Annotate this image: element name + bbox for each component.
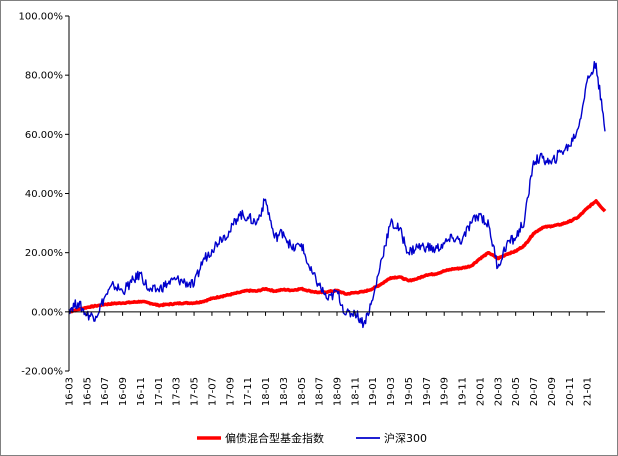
x-tick-label: 19-05	[404, 377, 415, 406]
y-tick-label: 80.00%	[25, 71, 63, 82]
y-tick-label: -20.00%	[21, 367, 63, 378]
series-line-1	[68, 61, 606, 329]
x-tick-label: 18-09	[333, 377, 344, 406]
x-tick-label: 21-01	[583, 377, 594, 406]
plot-lines	[68, 61, 607, 329]
x-tick-label: 20-03	[493, 377, 504, 406]
y-tick-label: 20.00%	[25, 248, 63, 259]
x-tick-label: 16-11	[136, 377, 147, 406]
x-tick-label: 19-09	[440, 377, 451, 406]
y-tick-label: 60.00%	[25, 130, 63, 141]
x-tick-label: 20-01	[475, 377, 486, 406]
x-tick-label: 17-11	[243, 377, 254, 406]
x-tick-label: 17-01	[154, 377, 165, 406]
x-tick-label: 17-07	[207, 377, 218, 406]
y-ticks: -20.00% 0.00% 20.00% 40.00% 60.00% 80.00% 100.…	[19, 12, 69, 378]
x-tick-label: 19-01	[368, 377, 379, 406]
y-tick-label: 100.00%	[19, 12, 64, 23]
y-tick-label: 0.00%	[31, 307, 63, 318]
x-tick-label: 18-07	[315, 377, 326, 406]
x-tick-label: 18-05	[297, 377, 308, 406]
y-tick-label: 40.00%	[25, 189, 63, 200]
axes	[68, 16, 605, 371]
x-tick-label: 19-07	[422, 377, 433, 406]
x-tick-label: 19-11	[458, 377, 469, 406]
x-tick-label: 16-03	[65, 377, 76, 406]
x-tick-label: 18-11	[350, 377, 361, 406]
x-tick-label: 16-09	[118, 377, 129, 406]
legend-label-0: 偏债混合型基金指数	[225, 431, 324, 445]
x-tick-label: 16-07	[100, 377, 111, 406]
x-tick-label: 20-09	[547, 377, 558, 406]
x-tick-label: 17-05	[190, 377, 201, 406]
x-tick-label: 17-09	[225, 377, 236, 406]
legend-label-1: 沪深300	[384, 431, 427, 445]
x-tick-label: 18-03	[279, 377, 290, 406]
legend: 偏债混合型基金指数 沪深300	[197, 431, 427, 445]
x-tick-label: 16-05	[82, 377, 93, 406]
x-tick-label: 20-05	[511, 377, 522, 406]
x-tick-label: 19-03	[386, 377, 397, 406]
x-tick-label: 20-11	[565, 377, 576, 406]
x-tick-label: 18-01	[261, 377, 272, 406]
x-ticks: 16-03 16-05 16-07 16-09 16-11 17-01 17-03 17-05…	[65, 311, 594, 406]
x-tick-label: 17-03	[172, 377, 183, 406]
x-tick-label: 20-07	[529, 377, 540, 406]
